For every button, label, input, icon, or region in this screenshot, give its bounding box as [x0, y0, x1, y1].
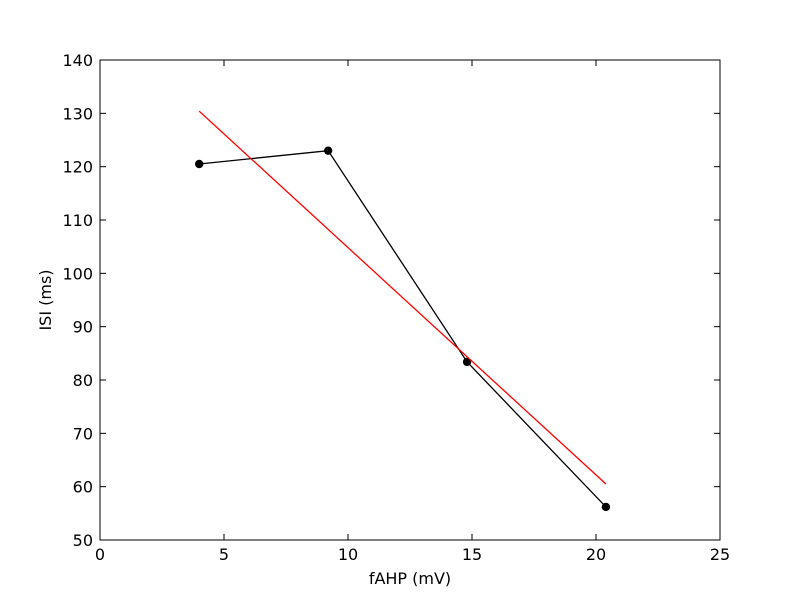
data-point [323, 146, 333, 155]
x-tick-label: 10 [338, 545, 358, 564]
data-point [601, 502, 611, 512]
ticks-layer: 0 5 10 15 20 25 50 60 70 80 90 100 110 120 130 140 [62, 51, 730, 564]
data-series-line [199, 149, 607, 508]
y-tick-label: 110 [62, 211, 93, 230]
y-tick-label: 60 [73, 478, 93, 497]
y-tick-label: 90 [73, 318, 93, 337]
plot-frame [99, 59, 721, 541]
data-point [195, 159, 204, 169]
y-tick-label: 120 [62, 158, 93, 177]
x-tick-label: 25 [710, 545, 730, 564]
y-tick-label: 130 [62, 104, 93, 123]
x-axis-label: fAHP (mV) [369, 569, 451, 588]
x-tick-label: 15 [462, 545, 482, 564]
y-tick-label: 80 [73, 371, 93, 390]
y-tick-label: 140 [62, 51, 93, 70]
y-tick-label: 70 [73, 424, 93, 443]
fit-line [198, 110, 607, 485]
y-tick-label: 100 [62, 264, 93, 283]
data-point [462, 357, 472, 367]
x-tick-label: 5 [219, 545, 229, 564]
x-tick-label: 20 [586, 545, 606, 564]
y-axis-label: ISI (ms) [36, 269, 55, 330]
series-layer [195, 110, 611, 512]
x-tick-label: 0 [95, 545, 105, 564]
plot-area [100, 60, 720, 540]
y-tick-label: 50 [73, 531, 93, 550]
